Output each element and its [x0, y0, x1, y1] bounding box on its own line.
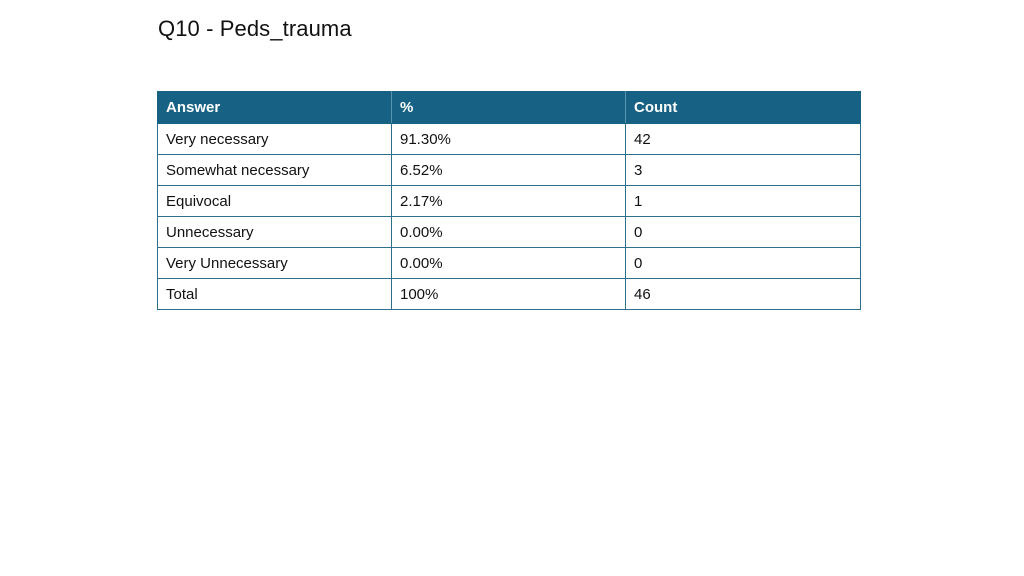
cell-count: 1	[625, 185, 861, 217]
cell-percent: 100%	[391, 278, 626, 310]
table-row: Equivocal 2.17% 1	[157, 185, 861, 217]
table-row: Very necessary 91.30% 42	[157, 123, 861, 155]
cell-answer: Very necessary	[157, 123, 392, 155]
cell-count: 0	[625, 247, 861, 279]
cell-count: 0	[625, 216, 861, 248]
cell-percent: 2.17%	[391, 185, 626, 217]
header-percent: %	[391, 91, 626, 124]
cell-count: 46	[625, 278, 861, 310]
header-answer: Answer	[157, 91, 392, 124]
cell-percent: 91.30%	[391, 123, 626, 155]
cell-count: 3	[625, 154, 861, 186]
cell-answer: Total	[157, 278, 392, 310]
cell-answer: Very Unnecessary	[157, 247, 392, 279]
table-row: Very Unnecessary 0.00% 0	[157, 247, 861, 279]
cell-answer: Somewhat necessary	[157, 154, 392, 186]
cell-percent: 6.52%	[391, 154, 626, 186]
header-count: Count	[625, 91, 861, 124]
table-row: Unnecessary 0.00% 0	[157, 216, 861, 248]
cell-percent: 0.00%	[391, 216, 626, 248]
cell-count: 42	[625, 123, 861, 155]
cell-answer: Equivocal	[157, 185, 392, 217]
cell-percent: 0.00%	[391, 247, 626, 279]
page-title: Q10 - Peds_trauma	[158, 16, 352, 41]
table-header-row: Answer % Count	[157, 91, 861, 124]
table-row: Somewhat necessary 6.52% 3	[157, 154, 861, 186]
results-table: Answer % Count Very necessary 91.30% 42 …	[157, 91, 861, 310]
cell-answer: Unnecessary	[157, 216, 392, 248]
table-row-total: Total 100% 46	[157, 278, 861, 310]
